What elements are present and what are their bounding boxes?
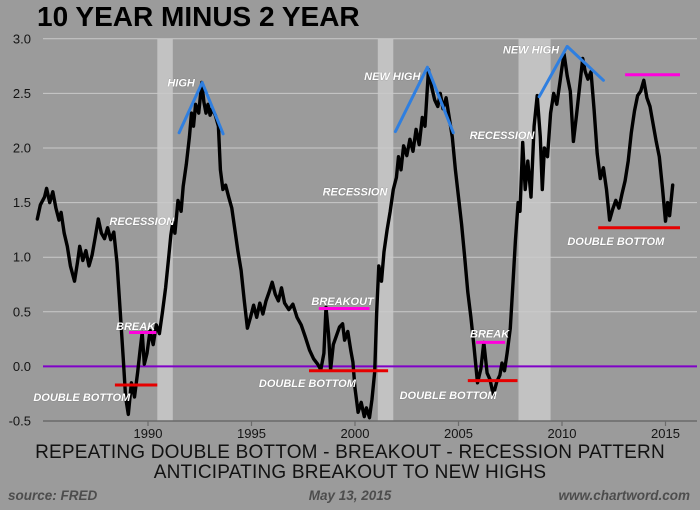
website-credit: www.chartword.com: [558, 488, 690, 503]
y-tick-label: 3.0: [13, 31, 31, 46]
y-tick-label: 2.0: [13, 141, 31, 156]
x-tick-label: 1995: [237, 426, 266, 441]
y-tick-label: 0.5: [13, 304, 31, 319]
peak-trendlines-1992: [177, 81, 225, 136]
caption-line-2: ANTICIPATING BREAKOUT TO NEW HIGHS: [153, 462, 547, 483]
chart-title: 10 YEAR MINUS 2 YEAR: [37, 1, 360, 32]
x-tick-label: 2005: [444, 426, 473, 441]
new-high-label-2: NEW HIGH: [503, 45, 560, 57]
chart-date: May 13, 2015: [308, 488, 392, 503]
y-tick-label: -0.5: [9, 414, 31, 429]
x-tick-label: 2000: [341, 426, 370, 441]
footer: source: FRED May 13, 2015 www.chartword.…: [0, 486, 700, 506]
spread-series-line: [35, 52, 675, 420]
recession-label-3: RECESSION: [470, 130, 536, 142]
double-bottom-label-3: DOUBLE BOTTOM: [400, 390, 498, 402]
recession-label-1: RECESSION: [109, 216, 175, 228]
double-bottom-label-1: DOUBLE BOTTOM: [33, 392, 131, 404]
recession-label-2: RECESSION: [323, 187, 389, 199]
peak-trendlines-2003: [393, 65, 455, 135]
caption-line-1: REPEATING DOUBLE BOTTOM - BREAKOUT - REC…: [35, 442, 665, 463]
break-label-2: BREAK: [470, 329, 510, 341]
new-high-label-1: NEW HIGH: [364, 71, 421, 83]
break-label-1: BREAK: [116, 321, 156, 333]
high-label: HIGH: [167, 78, 196, 90]
peak-trendlines-2010: [537, 44, 605, 99]
x-tick-label: 2010: [548, 426, 577, 441]
x-tick-label: 2015: [651, 426, 680, 441]
x-tick-label: 1990: [134, 426, 163, 441]
y-tick-label: 1.0: [13, 250, 31, 265]
y-tick-label: 0.0: [13, 359, 31, 374]
y-tick-label: 1.5: [13, 195, 31, 210]
y-tick-label: 2.5: [13, 86, 31, 101]
double-bottom-label-4: DOUBLE BOTTOM: [567, 236, 665, 248]
double-bottom-label-2: DOUBLE BOTTOM: [259, 378, 357, 390]
breakout-label: BREAKOUT: [311, 296, 375, 308]
source-credit: source: FRED: [8, 488, 98, 503]
recession-band: [518, 38, 551, 422]
